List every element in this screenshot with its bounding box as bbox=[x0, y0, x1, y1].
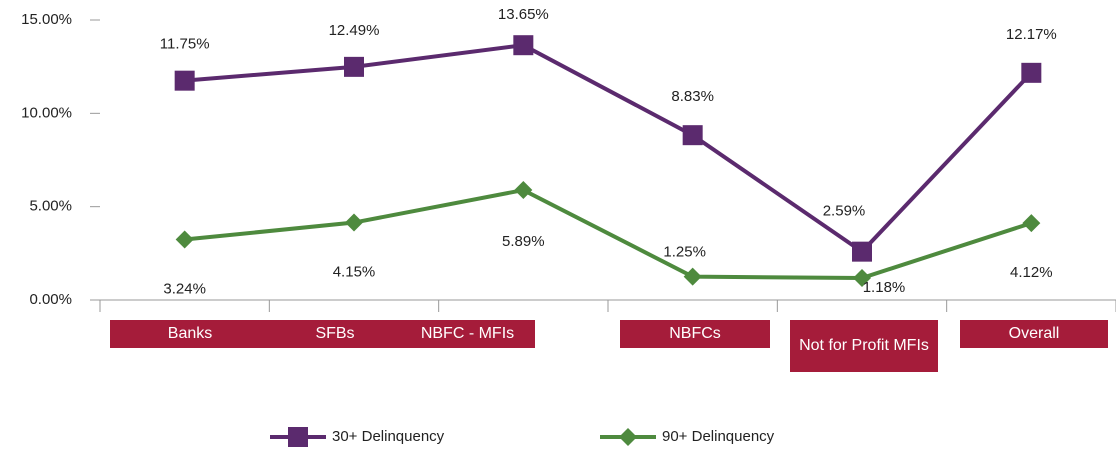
data-label: 4.15% bbox=[333, 264, 376, 281]
y-tick-label: 10.00% bbox=[21, 104, 72, 121]
data-label: 2.59% bbox=[823, 203, 866, 220]
marker bbox=[1021, 62, 1042, 83]
category-label: Not for Profit MFIs bbox=[790, 320, 938, 372]
category-label: Banks bbox=[110, 320, 270, 348]
marker bbox=[175, 230, 194, 249]
marker bbox=[174, 70, 195, 91]
series-line bbox=[184, 187, 1032, 280]
data-label: 11.75% bbox=[160, 36, 210, 53]
marker bbox=[683, 267, 702, 286]
y-tick-label: 15.00% bbox=[21, 11, 72, 28]
category-label: Overall bbox=[960, 320, 1108, 348]
category-label: NBFCs bbox=[620, 320, 770, 348]
category-label: SFBs bbox=[270, 320, 400, 348]
data-label: 3.24% bbox=[163, 280, 206, 297]
data-label: 1.25% bbox=[663, 244, 706, 261]
marker bbox=[853, 268, 871, 287]
marker bbox=[513, 35, 534, 56]
marker bbox=[345, 213, 363, 232]
legend-label: 30+ Delinquency bbox=[332, 428, 445, 445]
y-tick-label: 0.00% bbox=[29, 291, 72, 308]
data-label: 1.18% bbox=[863, 279, 906, 296]
data-label: 13.65% bbox=[498, 6, 549, 23]
data-label: 5.89% bbox=[502, 233, 545, 250]
series-line bbox=[184, 43, 1033, 255]
marker bbox=[514, 181, 533, 200]
data-label: 12.17% bbox=[1006, 26, 1057, 43]
y-tick-label: 5.00% bbox=[29, 198, 72, 215]
marker bbox=[682, 125, 703, 146]
legend-marker bbox=[288, 427, 308, 447]
data-label: 12.49% bbox=[329, 22, 380, 39]
legend-marker bbox=[619, 428, 637, 446]
marker bbox=[344, 56, 364, 77]
data-label: 8.83% bbox=[671, 88, 714, 105]
data-label: 4.12% bbox=[1010, 264, 1053, 281]
marker bbox=[1022, 214, 1041, 233]
category-label: NBFC - MFIs bbox=[400, 320, 535, 348]
legend-label: 90+ Delinquency bbox=[662, 428, 775, 445]
marker bbox=[852, 241, 872, 262]
